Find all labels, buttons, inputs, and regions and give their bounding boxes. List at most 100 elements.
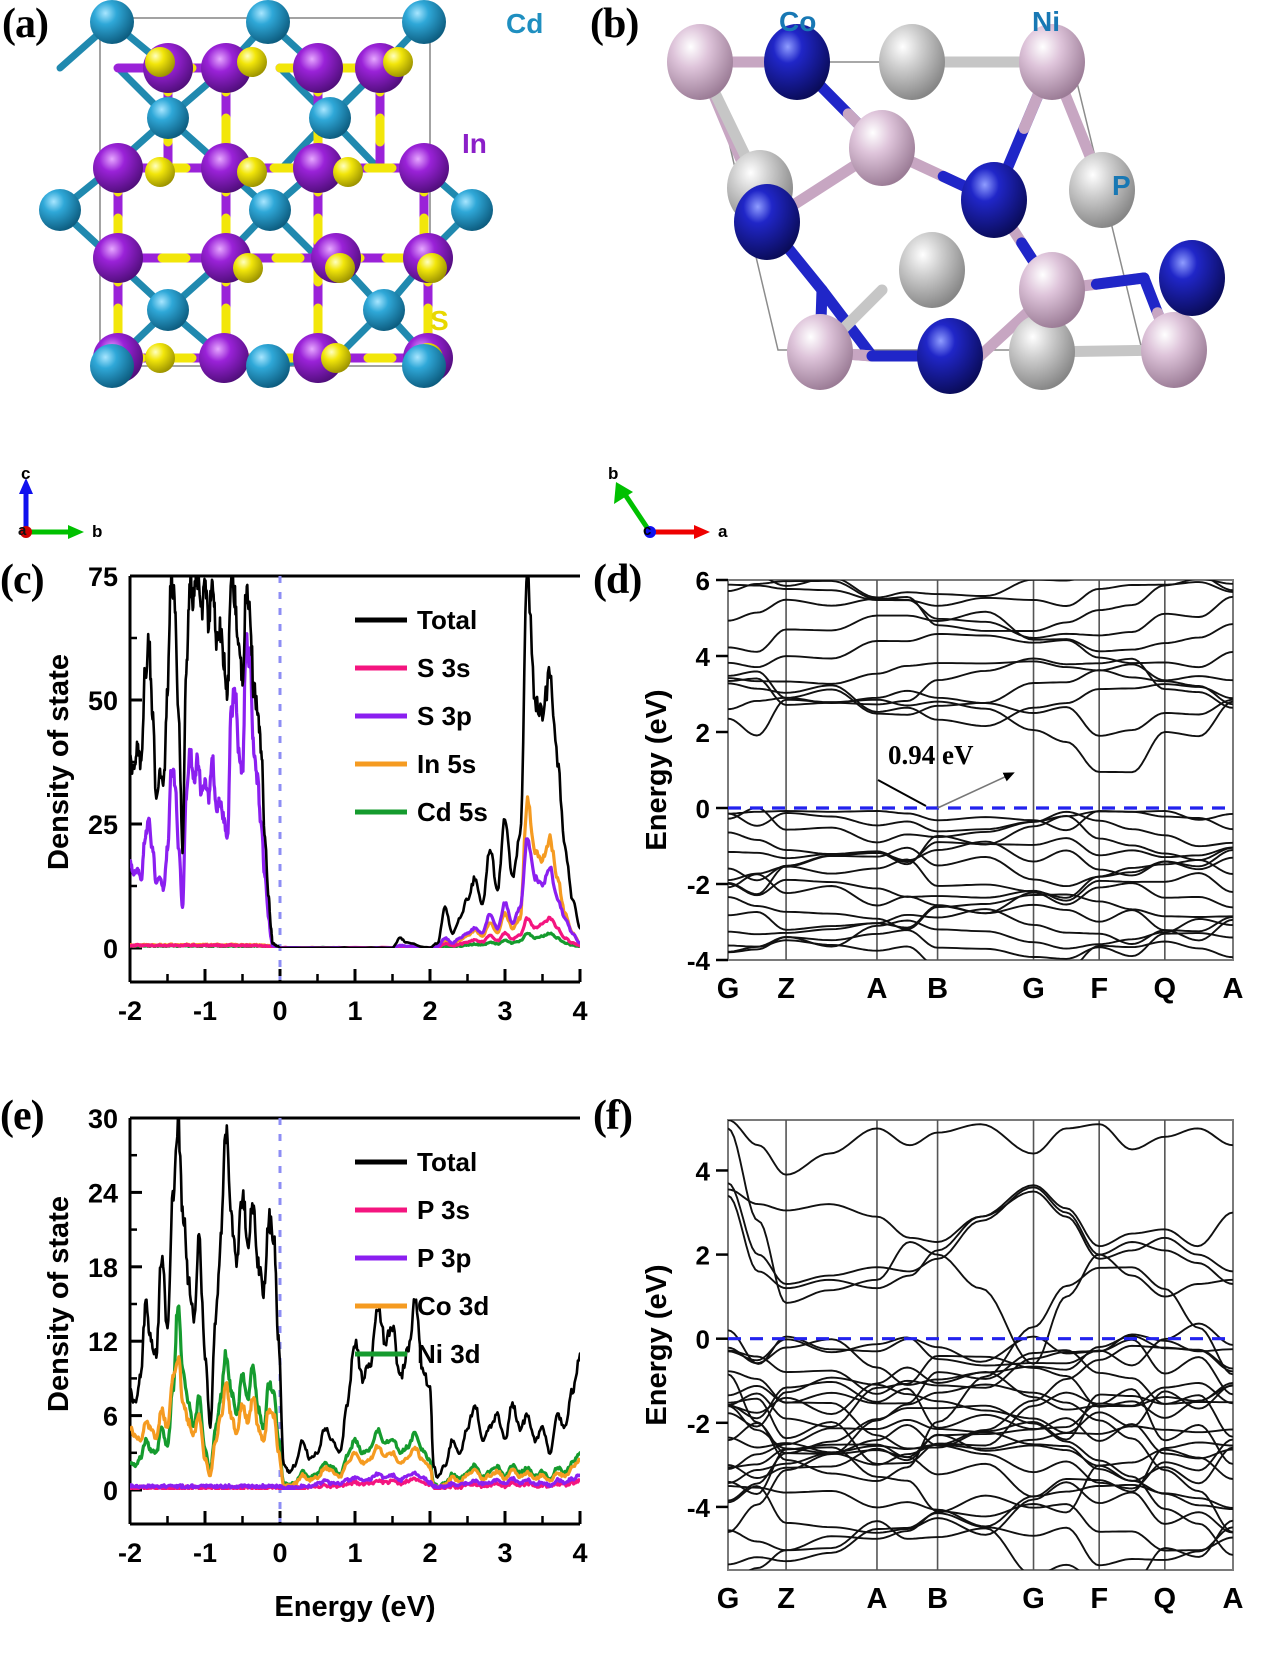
- svg-text:3: 3: [497, 996, 512, 1026]
- panel-a-label: (a): [2, 1, 49, 47]
- axis-label-c-right: c: [643, 522, 652, 539]
- svg-text:30: 30: [88, 1104, 118, 1134]
- svg-text:Total: Total: [417, 1147, 477, 1177]
- atom-cd-group: [39, 0, 493, 388]
- svg-text:A: A: [1223, 1583, 1244, 1615]
- svg-text:-2: -2: [118, 996, 142, 1026]
- svg-text:G: G: [717, 1583, 740, 1615]
- panel-c-label: (c): [0, 557, 45, 603]
- panel-b-crystal-structure: (b): [582, 0, 1269, 400]
- cdins-structure-svg: [39, 0, 493, 388]
- svg-text:4: 4: [572, 1538, 587, 1568]
- svg-text:F: F: [1090, 973, 1108, 1005]
- svg-text:3: 3: [497, 1538, 512, 1568]
- svg-text:Energy (eV): Energy (eV): [641, 689, 673, 850]
- svg-text:6: 6: [103, 1402, 118, 1432]
- svg-text:Total: Total: [417, 605, 477, 635]
- atom-p-group: [727, 24, 1135, 390]
- axis-label-a-right: a: [718, 522, 728, 541]
- svg-text:S 3p: S 3p: [417, 701, 472, 731]
- svg-text:0: 0: [696, 1325, 710, 1355]
- svg-text:0: 0: [272, 1538, 287, 1568]
- panel-e-label: (e): [0, 1093, 45, 1139]
- svg-text:B: B: [927, 973, 948, 1005]
- atom-ni-group: [667, 24, 1207, 390]
- svg-text:4: 4: [572, 996, 587, 1026]
- svg-text:0: 0: [272, 996, 287, 1026]
- panel-a-crystal-structure: (a): [0, 0, 580, 400]
- svg-text:A: A: [866, 1583, 887, 1615]
- svg-text:2: 2: [696, 1241, 710, 1271]
- svg-text:G: G: [1022, 973, 1045, 1005]
- conip-structure-svg: [667, 24, 1225, 394]
- svg-text:-1: -1: [193, 1538, 217, 1568]
- svg-text:6: 6: [696, 566, 710, 596]
- svg-text:Cd 5s: Cd 5s: [417, 797, 488, 827]
- axis-label-c: c: [21, 464, 31, 483]
- axis-triad-left: c b a: [8, 464, 128, 550]
- svg-text:0: 0: [696, 794, 710, 824]
- svg-text:-2: -2: [687, 1409, 710, 1439]
- svg-text:-2: -2: [118, 1538, 142, 1568]
- atom-label-p: P: [1112, 170, 1131, 201]
- svg-text:-2: -2: [687, 870, 710, 900]
- svg-text:Q: Q: [1154, 1583, 1177, 1615]
- svg-text:1: 1: [347, 996, 362, 1026]
- svg-text:1: 1: [347, 1538, 362, 1568]
- atom-label-s: S: [430, 305, 449, 336]
- svg-text:75: 75: [88, 562, 118, 592]
- svg-text:Q: Q: [1154, 973, 1177, 1005]
- svg-text:-1: -1: [193, 996, 217, 1026]
- svg-text:F: F: [1090, 1583, 1108, 1615]
- axis-label-b: b: [92, 522, 103, 541]
- svg-text:18: 18: [88, 1253, 118, 1283]
- axis-label-a: a: [18, 522, 27, 539]
- svg-text:-4: -4: [687, 946, 711, 976]
- atom-s-group: [145, 47, 447, 373]
- axis-triad-right: b a c: [600, 464, 750, 550]
- svg-text:-4: -4: [687, 1493, 711, 1523]
- svg-text:G: G: [717, 973, 740, 1005]
- panel-b-label: (b): [590, 1, 639, 47]
- svg-text:2: 2: [696, 718, 710, 748]
- svg-text:Density of state: Density of state: [43, 654, 75, 870]
- axis-label-b-right: b: [608, 464, 619, 483]
- svg-text:24: 24: [88, 1178, 118, 1208]
- band-gap-annotation: 0.94 eV: [888, 740, 974, 770]
- atom-label-ni: Ni: [1032, 6, 1060, 37]
- svg-text:Energy (eV): Energy (eV): [641, 1264, 673, 1425]
- svg-text:B: B: [927, 1583, 948, 1615]
- svg-text:2: 2: [422, 996, 437, 1026]
- svg-text:25: 25: [88, 810, 118, 840]
- svg-text:0: 0: [103, 934, 118, 964]
- atom-co-group: [734, 24, 1225, 394]
- svg-text:G: G: [1022, 1583, 1045, 1615]
- svg-text:0: 0: [103, 1476, 118, 1506]
- svg-text:P 3s: P 3s: [417, 1195, 470, 1225]
- svg-text:P 3p: P 3p: [417, 1243, 471, 1273]
- panel-e-dos-conip: (e) 0 6 12 18 24 30 -2 -1 0 1 2 3 4 Density of state E…: [0, 1040, 600, 1660]
- svg-text:Density of state: Density of state: [43, 1196, 75, 1412]
- band-chart-f: -4 -2 0 2 4 G Z A B G F Q A Energy (eV): [641, 1119, 1244, 1615]
- svg-text:Z: Z: [777, 1583, 795, 1615]
- svg-text:50: 50: [88, 686, 118, 716]
- svg-text:2: 2: [422, 1538, 437, 1568]
- svg-text:A: A: [1223, 973, 1244, 1005]
- svg-text:4: 4: [696, 1156, 711, 1186]
- atom-label-cd: Cd: [506, 8, 544, 39]
- band-chart-d: -4 -2 0 2 4 6 G Z A B G F Q A Energy (eV) 0.94 eV: [641, 566, 1244, 1005]
- panel-f-bands-conip: (f) -4 -2 0 2 4 G Z A B G F Q A Energy (eV): [588, 1040, 1269, 1660]
- atom-label-in: In: [462, 128, 487, 159]
- svg-text:A: A: [866, 973, 887, 1005]
- svg-text:12: 12: [88, 1327, 118, 1357]
- svg-text:Ni 3d: Ni 3d: [417, 1339, 481, 1369]
- svg-text:S 3s: S 3s: [417, 653, 471, 683]
- svg-text:In 5s: In 5s: [417, 749, 476, 779]
- svg-text:4: 4: [696, 642, 711, 672]
- svg-text:Z: Z: [777, 973, 795, 1005]
- svg-text:Energy (eV): Energy (eV): [274, 1591, 435, 1623]
- panel-f-label: (f): [593, 1093, 633, 1139]
